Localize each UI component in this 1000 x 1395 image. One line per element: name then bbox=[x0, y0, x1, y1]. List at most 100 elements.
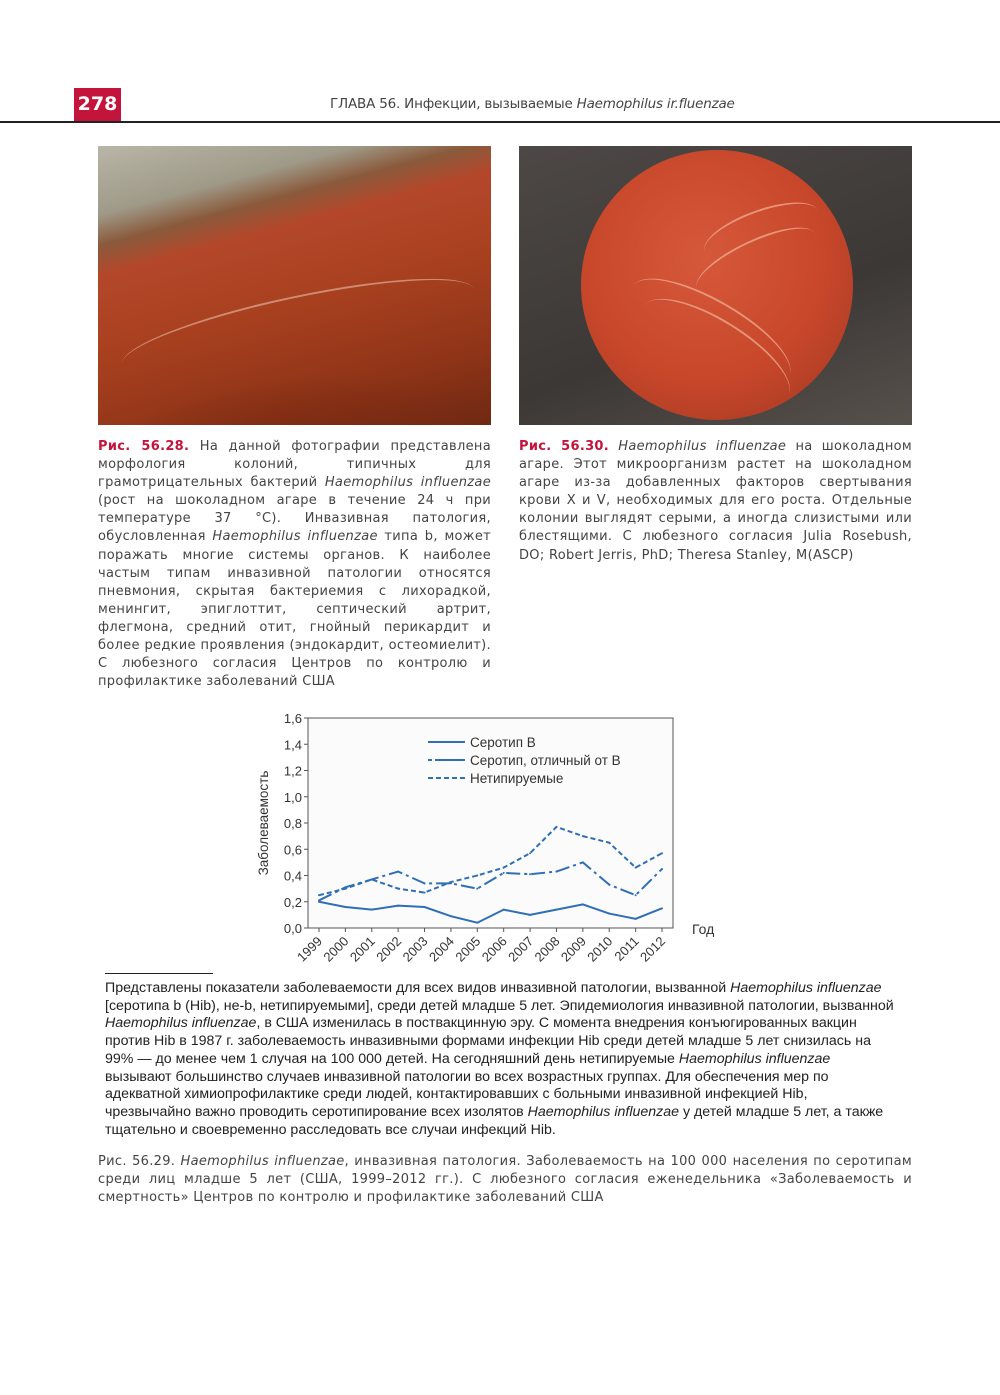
x-axis-label: Год bbox=[692, 921, 714, 937]
series-line-3 bbox=[318, 825, 663, 897]
x-tick-label: 2010 bbox=[584, 934, 615, 965]
x-tick-label: 2011 bbox=[611, 934, 641, 964]
legend-entry: Серотип, отличный от B bbox=[470, 753, 621, 768]
italic-term: Haemophilus influenzae bbox=[678, 1050, 831, 1067]
caption-fig-56-28: Рис. 56.28. На данной фотографии предста… bbox=[98, 438, 491, 691]
y-tick-label: 1,0 bbox=[284, 790, 302, 805]
running-title: ГЛАВА 56. Инфекции, вызываемые Haemophil… bbox=[330, 96, 735, 112]
data-point bbox=[476, 887, 479, 890]
data-point bbox=[634, 894, 637, 897]
y-tick-label: 0,8 bbox=[284, 816, 302, 831]
italic-term: Haemophilus influenzae bbox=[618, 439, 787, 454]
x-tick-label: 2008 bbox=[532, 934, 563, 965]
data-point bbox=[397, 887, 400, 890]
text-segment: , в США изменилась в поствакцинную эру. … bbox=[105, 1015, 871, 1067]
data-point bbox=[476, 874, 479, 877]
data-point bbox=[502, 908, 505, 911]
x-tick-label: 2004 bbox=[426, 934, 457, 965]
incidence-line-chart: 0,00,20,40,60,81,01,21,41,61999200020012… bbox=[256, 711, 714, 965]
x-tick-label: 2000 bbox=[320, 934, 351, 965]
caption-label: Рис. 56.30. bbox=[519, 439, 609, 454]
italic-term: Haemophilus influenzae bbox=[105, 1015, 257, 1032]
page-number: 278 bbox=[74, 88, 121, 121]
caption-label: Рис. 56.29. bbox=[98, 1154, 176, 1169]
text-segment: на шоколадном агаре. Этот микроорганизм … bbox=[519, 439, 912, 563]
data-point bbox=[608, 912, 611, 915]
data-point bbox=[502, 866, 505, 869]
data-point bbox=[423, 906, 426, 908]
y-tick-label: 0,0 bbox=[284, 921, 302, 936]
x-tick-label: 2001 bbox=[347, 934, 378, 965]
series-line-2 bbox=[318, 861, 663, 902]
x-tick-label: 2002 bbox=[373, 934, 404, 965]
note-rule bbox=[105, 973, 213, 974]
data-point bbox=[344, 887, 347, 890]
text-segment: Представлены показатели заболеваемости д… bbox=[105, 980, 731, 996]
y-tick-label: 0,6 bbox=[284, 842, 302, 857]
data-point bbox=[423, 882, 426, 885]
italic-term: Haemophilus influenzae bbox=[324, 475, 491, 491]
data-point bbox=[555, 825, 558, 828]
y-tick-label: 1,6 bbox=[284, 711, 302, 726]
data-point bbox=[555, 908, 558, 911]
data-point bbox=[581, 835, 584, 838]
italic-term: Haemophilus influenzae bbox=[527, 1103, 680, 1120]
legend-entry: Серотип B bbox=[470, 735, 536, 750]
caption-fig-56-30: Рис. 56.30. Haemophilus influenzae на шо… bbox=[519, 438, 912, 565]
text-segment: ГЛАВА 56. Инфекции, вызываемые bbox=[330, 96, 577, 112]
data-point bbox=[370, 908, 373, 911]
italic-term: Haemophilus ir.fluenzae bbox=[576, 96, 735, 112]
data-point bbox=[634, 917, 637, 920]
y-axis-label: Заболеваемость bbox=[256, 771, 271, 876]
text-segment: у детей младше 5 лет, а также тщательно … bbox=[105, 1103, 884, 1138]
x-tick-label: 2005 bbox=[452, 934, 483, 965]
data-point bbox=[344, 906, 347, 908]
data-point bbox=[397, 870, 400, 873]
caption-label: Рис. 56.28. bbox=[98, 439, 190, 454]
x-tick-label: 2003 bbox=[400, 934, 431, 965]
data-point bbox=[449, 915, 452, 918]
x-tick-label: 2007 bbox=[505, 934, 536, 965]
data-point bbox=[661, 852, 663, 855]
text-segment: типа b, может поражать многие системы ор… bbox=[98, 529, 491, 690]
data-point bbox=[502, 871, 505, 874]
x-tick-label: 2006 bbox=[479, 934, 510, 965]
data-point bbox=[529, 873, 532, 876]
italic-term: Haemophilus influenzae bbox=[212, 529, 378, 545]
text-segment: [серотипа b (Hib), не-b, нетипируемыми],… bbox=[105, 997, 894, 1014]
data-point bbox=[397, 904, 400, 907]
x-tick-label: 1999 bbox=[294, 934, 325, 965]
data-point bbox=[555, 870, 558, 873]
series-line-1 bbox=[318, 900, 663, 924]
data-point bbox=[318, 899, 320, 902]
text-segment: , инвазивная патология. Заболеваемость н… bbox=[98, 1154, 912, 1206]
data-point bbox=[661, 867, 663, 870]
x-tick-label: 2009 bbox=[558, 934, 589, 965]
y-tick-label: 1,2 bbox=[284, 764, 302, 779]
data-point bbox=[529, 852, 532, 855]
data-point bbox=[581, 861, 584, 864]
data-point bbox=[449, 881, 452, 884]
caption-fig-56-29: Рис. 56.29. Haemophilus influenzae, инва… bbox=[98, 1153, 912, 1207]
data-point bbox=[608, 841, 611, 844]
data-point bbox=[318, 894, 320, 897]
y-tick-label: 0,2 bbox=[284, 895, 302, 910]
photo-colonies-closeup bbox=[98, 146, 491, 425]
legend-entry: Нетипируемые bbox=[470, 771, 563, 786]
data-point bbox=[476, 921, 479, 924]
italic-term: Haemophilus influenzae bbox=[730, 980, 882, 996]
text-segment: вызывают большинство случаев инвазивной … bbox=[105, 1068, 829, 1120]
data-point bbox=[608, 883, 611, 886]
x-tick-label: 2012 bbox=[637, 934, 668, 965]
text-segment: На данной фотографии представлена морфол… bbox=[98, 439, 491, 491]
text-segment: (рост на шоколадном агаре в течение 24 ч… bbox=[98, 493, 491, 545]
italic-term: Haemophilus influenzae bbox=[180, 1154, 345, 1169]
photo-petri-dish bbox=[519, 146, 912, 425]
data-point bbox=[370, 878, 373, 881]
header-rule bbox=[0, 121, 1000, 123]
data-point bbox=[529, 913, 532, 916]
plot-frame bbox=[307, 717, 674, 929]
text-segment bbox=[609, 439, 618, 454]
data-point bbox=[634, 866, 637, 869]
data-point bbox=[581, 903, 584, 906]
